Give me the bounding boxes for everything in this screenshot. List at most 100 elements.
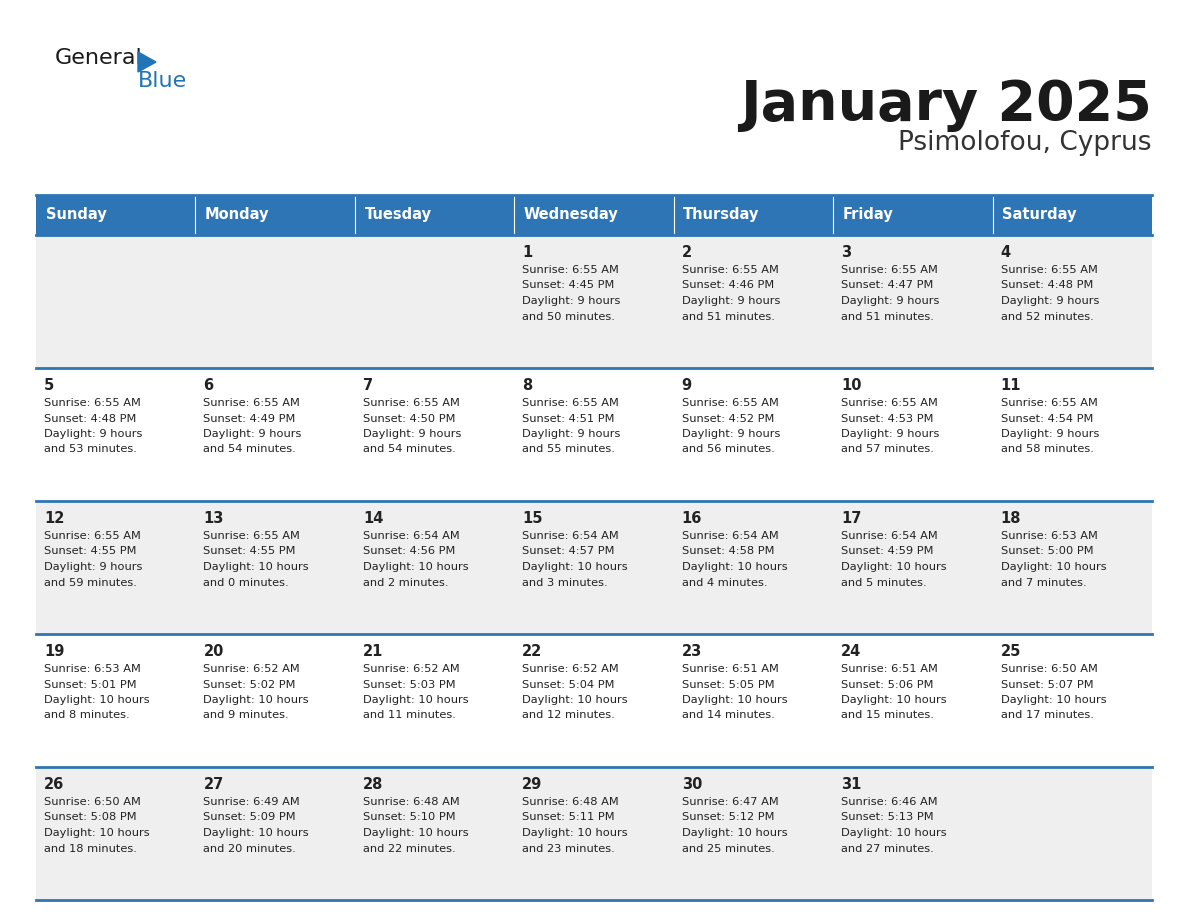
Bar <box>992 368 1152 501</box>
Bar <box>674 195 833 235</box>
Text: Daylight: 9 hours: Daylight: 9 hours <box>682 429 781 439</box>
Text: Daylight: 10 hours: Daylight: 10 hours <box>203 562 309 572</box>
Text: Sunset: 5:08 PM: Sunset: 5:08 PM <box>44 812 137 823</box>
Text: Daylight: 10 hours: Daylight: 10 hours <box>203 695 309 705</box>
Text: Sunrise: 6:48 AM: Sunrise: 6:48 AM <box>523 797 619 807</box>
Bar <box>992 634 1152 767</box>
Polygon shape <box>138 52 156 72</box>
Text: Sunrise: 6:49 AM: Sunrise: 6:49 AM <box>203 797 301 807</box>
Text: 9: 9 <box>682 378 691 393</box>
Bar <box>355 767 514 900</box>
Text: Daylight: 9 hours: Daylight: 9 hours <box>362 429 461 439</box>
Text: Sunset: 4:51 PM: Sunset: 4:51 PM <box>523 413 614 423</box>
Bar <box>674 767 833 900</box>
Text: and 18 minutes.: and 18 minutes. <box>44 844 137 854</box>
Text: Daylight: 9 hours: Daylight: 9 hours <box>841 296 940 306</box>
Text: Daylight: 10 hours: Daylight: 10 hours <box>682 562 788 572</box>
Text: and 17 minutes.: and 17 minutes. <box>1000 711 1093 721</box>
Text: Daylight: 9 hours: Daylight: 9 hours <box>203 429 302 439</box>
Text: Sunrise: 6:54 AM: Sunrise: 6:54 AM <box>682 531 778 541</box>
Bar <box>833 235 992 368</box>
Text: and 27 minutes.: and 27 minutes. <box>841 844 934 854</box>
Text: Daylight: 10 hours: Daylight: 10 hours <box>841 695 947 705</box>
Text: and 51 minutes.: and 51 minutes. <box>841 311 934 321</box>
Text: and 53 minutes.: and 53 minutes. <box>44 444 137 454</box>
Bar <box>36 235 196 368</box>
Bar <box>196 501 355 634</box>
Bar <box>36 195 196 235</box>
Text: 8: 8 <box>523 378 532 393</box>
Text: 12: 12 <box>44 511 64 526</box>
Text: 19: 19 <box>44 644 64 659</box>
Text: 11: 11 <box>1000 378 1020 393</box>
Text: and 3 minutes.: and 3 minutes. <box>523 577 608 588</box>
Bar <box>196 195 355 235</box>
Text: 3: 3 <box>841 245 852 260</box>
Text: 24: 24 <box>841 644 861 659</box>
Text: and 52 minutes.: and 52 minutes. <box>1000 311 1093 321</box>
Text: Tuesday: Tuesday <box>365 207 431 222</box>
Text: Daylight: 10 hours: Daylight: 10 hours <box>841 828 947 838</box>
Text: and 25 minutes.: and 25 minutes. <box>682 844 775 854</box>
Text: Daylight: 10 hours: Daylight: 10 hours <box>44 695 150 705</box>
Text: Sunset: 5:12 PM: Sunset: 5:12 PM <box>682 812 775 823</box>
Text: Daylight: 10 hours: Daylight: 10 hours <box>523 562 628 572</box>
Text: Sunrise: 6:54 AM: Sunrise: 6:54 AM <box>362 531 460 541</box>
Text: January 2025: January 2025 <box>740 78 1152 132</box>
Text: Sunset: 4:48 PM: Sunset: 4:48 PM <box>44 413 137 423</box>
Text: General: General <box>55 48 143 68</box>
Text: 22: 22 <box>523 644 543 659</box>
Text: Sunrise: 6:55 AM: Sunrise: 6:55 AM <box>841 398 939 408</box>
Text: 27: 27 <box>203 777 223 792</box>
Text: and 8 minutes.: and 8 minutes. <box>44 711 129 721</box>
Text: Sunset: 4:53 PM: Sunset: 4:53 PM <box>841 413 934 423</box>
Text: 20: 20 <box>203 644 223 659</box>
Text: Sunset: 5:00 PM: Sunset: 5:00 PM <box>1000 546 1093 556</box>
Bar <box>833 634 992 767</box>
Text: Daylight: 10 hours: Daylight: 10 hours <box>523 695 628 705</box>
Text: Sunrise: 6:51 AM: Sunrise: 6:51 AM <box>682 664 778 674</box>
Text: and 4 minutes.: and 4 minutes. <box>682 577 767 588</box>
Text: 13: 13 <box>203 511 223 526</box>
Bar <box>992 235 1152 368</box>
Text: Sunset: 5:03 PM: Sunset: 5:03 PM <box>362 679 455 689</box>
Text: Sunset: 4:48 PM: Sunset: 4:48 PM <box>1000 281 1093 290</box>
Text: Daylight: 10 hours: Daylight: 10 hours <box>1000 562 1106 572</box>
Text: Sunrise: 6:52 AM: Sunrise: 6:52 AM <box>203 664 301 674</box>
Text: 1: 1 <box>523 245 532 260</box>
Text: Sunset: 4:55 PM: Sunset: 4:55 PM <box>203 546 296 556</box>
Text: Saturday: Saturday <box>1003 207 1076 222</box>
Text: Sunrise: 6:46 AM: Sunrise: 6:46 AM <box>841 797 937 807</box>
Text: Psimolofou, Cyprus: Psimolofou, Cyprus <box>898 130 1152 156</box>
Text: and 51 minutes.: and 51 minutes. <box>682 311 775 321</box>
Text: Sunrise: 6:54 AM: Sunrise: 6:54 AM <box>523 531 619 541</box>
Text: Sunset: 4:52 PM: Sunset: 4:52 PM <box>682 413 775 423</box>
Text: Sunrise: 6:55 AM: Sunrise: 6:55 AM <box>1000 398 1098 408</box>
Text: Sunset: 4:56 PM: Sunset: 4:56 PM <box>362 546 455 556</box>
Text: Sunset: 5:06 PM: Sunset: 5:06 PM <box>841 679 934 689</box>
Bar <box>196 634 355 767</box>
Bar <box>196 368 355 501</box>
Text: Daylight: 9 hours: Daylight: 9 hours <box>44 562 143 572</box>
Text: and 7 minutes.: and 7 minutes. <box>1000 577 1086 588</box>
Bar <box>833 501 992 634</box>
Text: and 5 minutes.: and 5 minutes. <box>841 577 927 588</box>
Text: Sunset: 4:54 PM: Sunset: 4:54 PM <box>1000 413 1093 423</box>
Bar <box>36 634 196 767</box>
Text: Daylight: 10 hours: Daylight: 10 hours <box>1000 695 1106 705</box>
Bar <box>833 368 992 501</box>
Text: 26: 26 <box>44 777 64 792</box>
Text: 25: 25 <box>1000 644 1020 659</box>
Text: and 0 minutes.: and 0 minutes. <box>203 577 289 588</box>
Bar <box>514 501 674 634</box>
Text: 10: 10 <box>841 378 861 393</box>
Text: Sunset: 5:13 PM: Sunset: 5:13 PM <box>841 812 934 823</box>
Bar <box>355 195 514 235</box>
Text: Sunset: 5:07 PM: Sunset: 5:07 PM <box>1000 679 1093 689</box>
Text: and 12 minutes.: and 12 minutes. <box>523 711 615 721</box>
Text: Sunrise: 6:51 AM: Sunrise: 6:51 AM <box>841 664 939 674</box>
Text: Sunset: 4:45 PM: Sunset: 4:45 PM <box>523 281 614 290</box>
Text: Thursday: Thursday <box>683 207 759 222</box>
Text: 14: 14 <box>362 511 384 526</box>
Text: and 57 minutes.: and 57 minutes. <box>841 444 934 454</box>
